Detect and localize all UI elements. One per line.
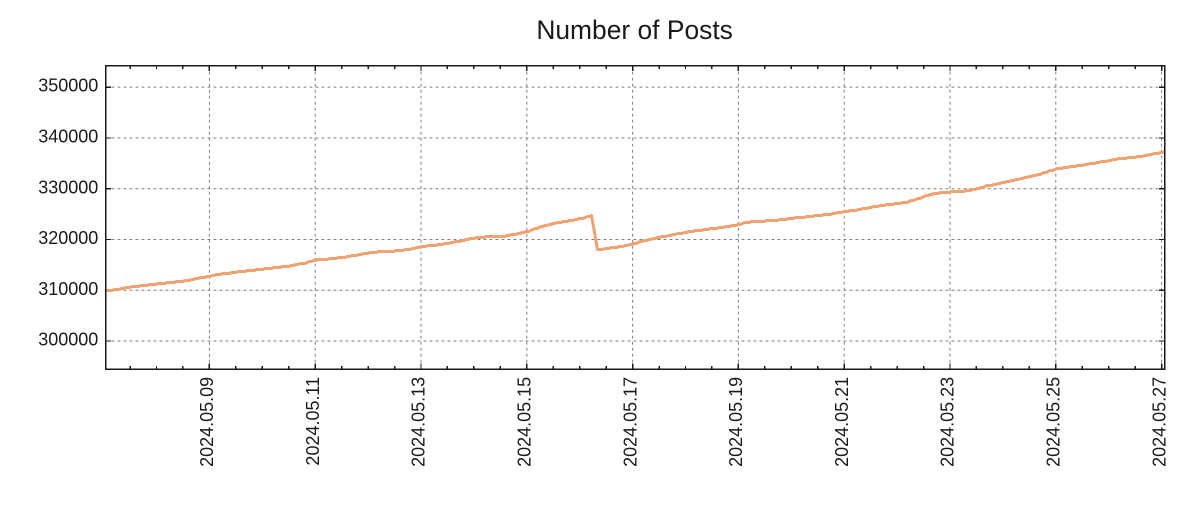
svg-text:2024.05.17: 2024.05.17 xyxy=(620,377,640,467)
svg-text:2024.05.09: 2024.05.09 xyxy=(197,377,217,467)
svg-text:340000: 340000 xyxy=(38,127,98,147)
svg-text:2024.05.15: 2024.05.15 xyxy=(515,377,535,467)
svg-text:310000: 310000 xyxy=(38,279,98,299)
svg-text:2024.05.21: 2024.05.21 xyxy=(832,377,852,467)
svg-text:2024.05.25: 2024.05.25 xyxy=(1044,377,1064,467)
svg-text:330000: 330000 xyxy=(38,177,98,197)
svg-text:350000: 350000 xyxy=(38,76,98,96)
svg-text:2024.05.19: 2024.05.19 xyxy=(726,377,746,467)
svg-text:Number of Posts: Number of Posts xyxy=(536,15,733,45)
svg-text:2024.05.23: 2024.05.23 xyxy=(938,377,958,467)
svg-text:2024.05.11: 2024.05.11 xyxy=(303,377,323,466)
svg-text:2024.05.13: 2024.05.13 xyxy=(409,377,429,467)
svg-text:300000: 300000 xyxy=(38,330,98,350)
svg-text:2024.05.27: 2024.05.27 xyxy=(1149,377,1169,467)
svg-text:320000: 320000 xyxy=(38,228,98,248)
